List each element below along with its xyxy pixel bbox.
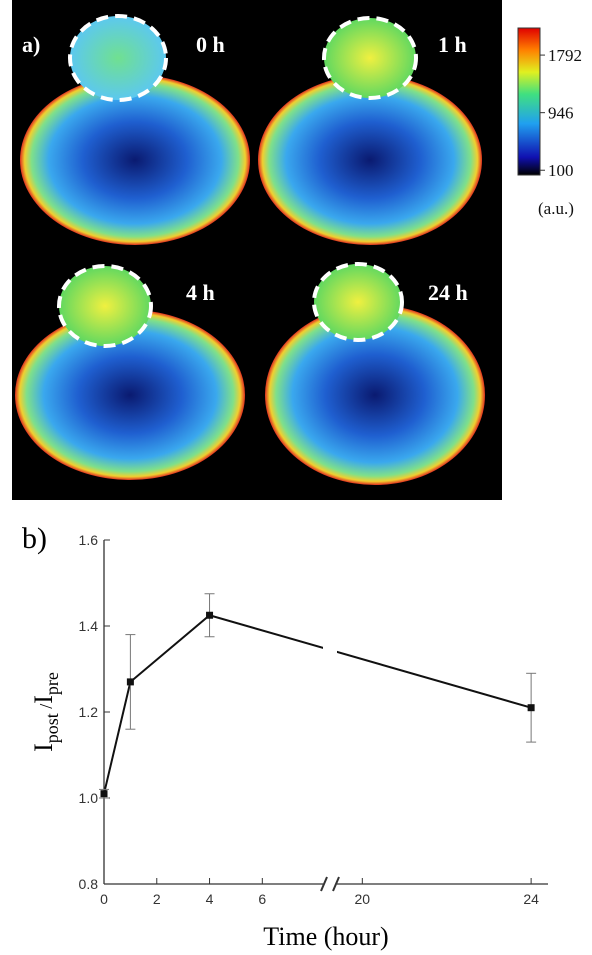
data-point	[528, 704, 535, 711]
time-label: 24 h	[428, 280, 468, 305]
time-label: 0 h	[196, 32, 225, 57]
colorbar-label: 946	[548, 104, 574, 123]
colorbar-label: 1792	[548, 46, 582, 65]
y-tick-label: 1.2	[79, 704, 99, 720]
y-label-part: pre	[42, 672, 62, 695]
y-tick-label: 0.8	[79, 876, 99, 892]
panel-label: b)	[22, 522, 47, 555]
panel-label: a)	[22, 32, 40, 57]
data-line	[104, 615, 531, 793]
x-tick-label: 6	[258, 891, 266, 907]
data-point	[206, 612, 213, 619]
colorbar-unit: (a.u.)	[538, 199, 574, 218]
data-point	[127, 678, 134, 685]
x-tick-label: 20	[355, 891, 371, 907]
data-point	[101, 790, 108, 797]
figure: a) 0 h 1 h 4 h 24 h 1792 946 100 (a.u.) b) 0.8 1.0 1…	[0, 0, 592, 955]
x-axis-label: Time (hour)	[263, 922, 388, 951]
x-tick-label: 0	[100, 891, 108, 907]
mri-panel	[12, 0, 540, 500]
x-tick-label: 24	[523, 891, 539, 907]
y-label-part: I	[29, 743, 58, 752]
axis-break-gap	[323, 540, 337, 888]
y-label-part: I	[29, 695, 58, 704]
time-label: 4 h	[186, 280, 215, 305]
y-tick-label: 1.4	[79, 618, 99, 634]
y-tick-label: 1.0	[79, 790, 99, 806]
y-tick-label: 1.6	[79, 532, 99, 548]
x-tick-label: 2	[153, 891, 161, 907]
y-label-part: post	[42, 713, 62, 743]
colorbar-label: 100	[548, 161, 574, 180]
y-label-part: /	[36, 704, 56, 714]
y-axis-label: Ipost /Ipre	[29, 672, 62, 752]
time-label: 1 h	[438, 32, 467, 57]
x-tick-label: 4	[206, 891, 214, 907]
